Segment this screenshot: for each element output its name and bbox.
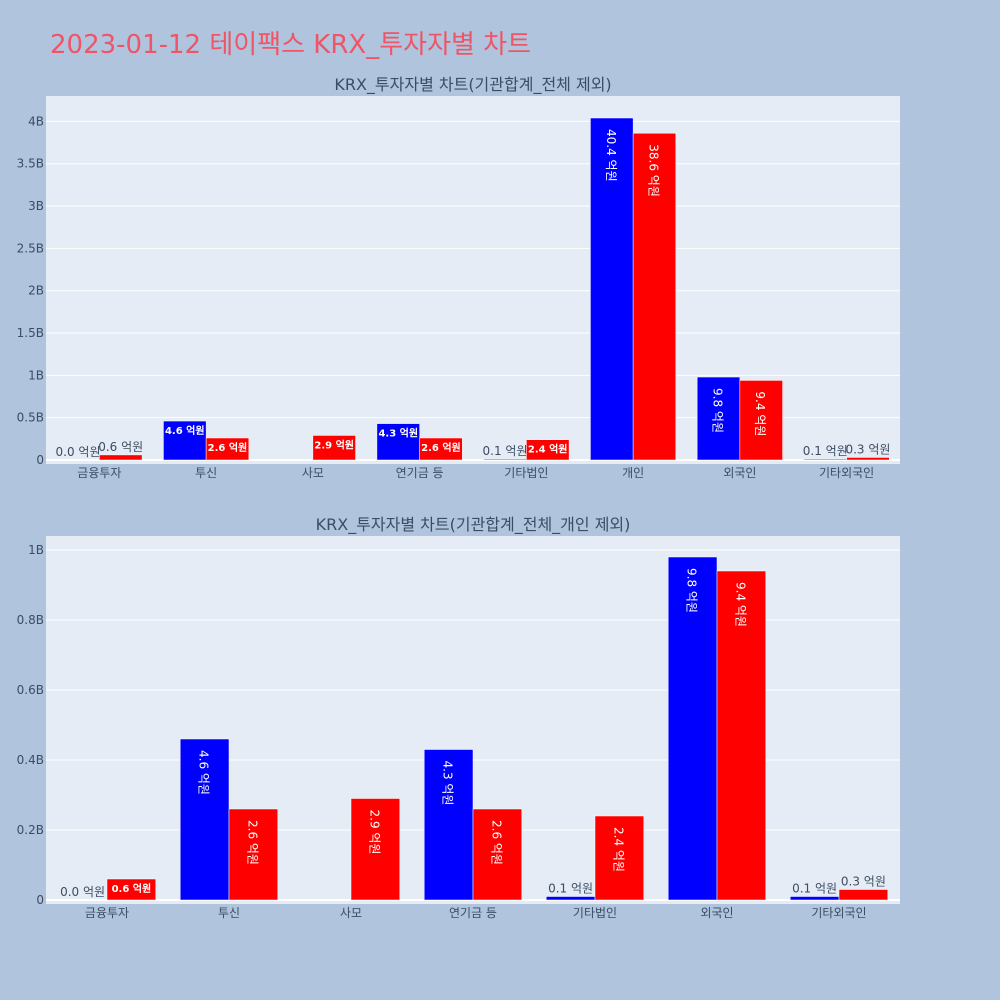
bar	[526, 439, 570, 461]
x-tick-label: 연기금 등	[396, 466, 444, 480]
bar	[838, 889, 889, 901]
y-tick-label: 2.5B	[17, 241, 44, 255]
data-label: 9.8 억원	[685, 568, 699, 613]
bar	[716, 570, 767, 901]
data-label: 0.3 억원	[841, 875, 886, 889]
data-label: 2.9 억원	[367, 810, 381, 855]
data-label: 0.1 억원	[803, 444, 848, 458]
bar	[483, 458, 527, 461]
x-tick-label: 기타외국인	[819, 466, 874, 480]
chart-title: KRX_투자자별 차트(기관합계_전체 제외)	[334, 75, 611, 95]
data-label: 2.6 억원	[421, 441, 461, 454]
y-tick-label: 3.5B	[17, 157, 44, 171]
y-tick-label: 2B	[28, 284, 44, 298]
bar	[312, 435, 356, 461]
y-tick-label: 1B	[28, 368, 44, 382]
chart-excluding-institution-total: KRX_투자자별 차트(기관합계_전체 제외) 0 0.5B 1B 1.5B 2B 2.5B…	[17, 75, 900, 480]
x-tick-label: 금융투자	[77, 466, 121, 480]
bar	[739, 380, 783, 461]
y-tick-label: 0	[36, 453, 44, 467]
x-tick-label: 기타법인	[504, 466, 548, 480]
y-tick-label: 0.5B	[17, 411, 44, 425]
data-label: 40.4 억원	[604, 129, 618, 182]
data-label: 4.3 억원	[441, 761, 455, 806]
bar	[590, 117, 634, 461]
y-tick-label: 3B	[28, 199, 44, 213]
y-tick-label: 0	[36, 893, 44, 907]
bar	[350, 798, 401, 901]
data-label: 0.1 억원	[548, 882, 593, 896]
x-tick-label: 기타법인	[573, 906, 617, 920]
data-label: 9.8 억원	[711, 388, 725, 433]
x-tick-label: 기타외국인	[811, 906, 866, 920]
bar	[419, 437, 463, 461]
bar	[545, 896, 596, 901]
data-label: 2.4 억원	[528, 443, 568, 456]
data-label: 2.6 억원	[245, 820, 259, 865]
x-tick-label: 사모	[302, 466, 324, 480]
x-tick-label: 개인	[622, 466, 644, 480]
data-label: 0.1 억원	[792, 882, 837, 896]
bar	[163, 420, 207, 461]
data-label: 2.6 억원	[489, 820, 503, 865]
data-label: 0.0 억원	[60, 885, 105, 899]
bar	[205, 437, 250, 461]
x-tick-label: 외국인	[700, 906, 733, 920]
chart-excluding-institution-total-and-individual: KRX_투자자별 차트(기관합계_전체_개인 제외) 0 0.2B 0.4B 0.6B 0…	[17, 515, 900, 920]
x-tick-label: 사모	[340, 906, 362, 920]
bar	[789, 896, 840, 901]
data-label: 0.0 억원	[56, 445, 101, 459]
bar	[376, 423, 420, 461]
x-tick-label: 투신	[195, 466, 217, 480]
data-label: 2.6 억원	[208, 441, 248, 454]
data-label: 2.9 억원	[314, 438, 354, 451]
bar	[99, 454, 143, 461]
bar	[106, 878, 157, 901]
data-label: 38.6 억원	[646, 144, 660, 197]
data-label: 0.6 억원	[112, 882, 152, 895]
bar	[594, 815, 645, 901]
bar	[803, 458, 847, 461]
data-label: 4.6 억원	[165, 424, 205, 437]
y-tick-label: 0.8B	[17, 613, 44, 627]
data-label: 9.4 억원	[733, 582, 747, 627]
bar	[179, 738, 230, 901]
data-label: 4.3 억원	[378, 427, 418, 440]
bar	[632, 132, 677, 461]
data-label: 4.6 억원	[197, 750, 211, 795]
y-tick-label: 1.5B	[17, 326, 44, 340]
data-label: 0.1 억원	[483, 444, 528, 458]
y-tick-label: 0.6B	[17, 683, 44, 697]
x-tick-label: 투신	[218, 906, 240, 920]
page-title: 2023-01-12 테이팩스 KRX_투자자별 차트	[50, 30, 532, 60]
x-tick-label: 금융투자	[85, 906, 129, 920]
x-tick-label: 연기금 등	[449, 906, 497, 920]
y-tick-label: 4B	[28, 114, 44, 128]
data-label: 0.6 억원	[98, 440, 143, 454]
data-label: 9.4 억원	[753, 391, 767, 436]
x-tick-label: 외국인	[723, 466, 756, 480]
y-tick-label: 1B	[28, 543, 44, 557]
y-tick-label: 0.4B	[17, 753, 44, 767]
bar	[228, 808, 279, 901]
bar	[846, 457, 890, 461]
bar	[667, 556, 718, 901]
y-tick-label: 0.2B	[17, 823, 44, 837]
bar	[472, 808, 523, 901]
chart-title: KRX_투자자별 차트(기관합계_전체_개인 제외)	[316, 515, 631, 535]
data-label: 0.3 억원	[845, 442, 890, 456]
data-label: 2.4 억원	[611, 827, 625, 872]
bar	[423, 749, 474, 901]
bar	[696, 376, 741, 461]
